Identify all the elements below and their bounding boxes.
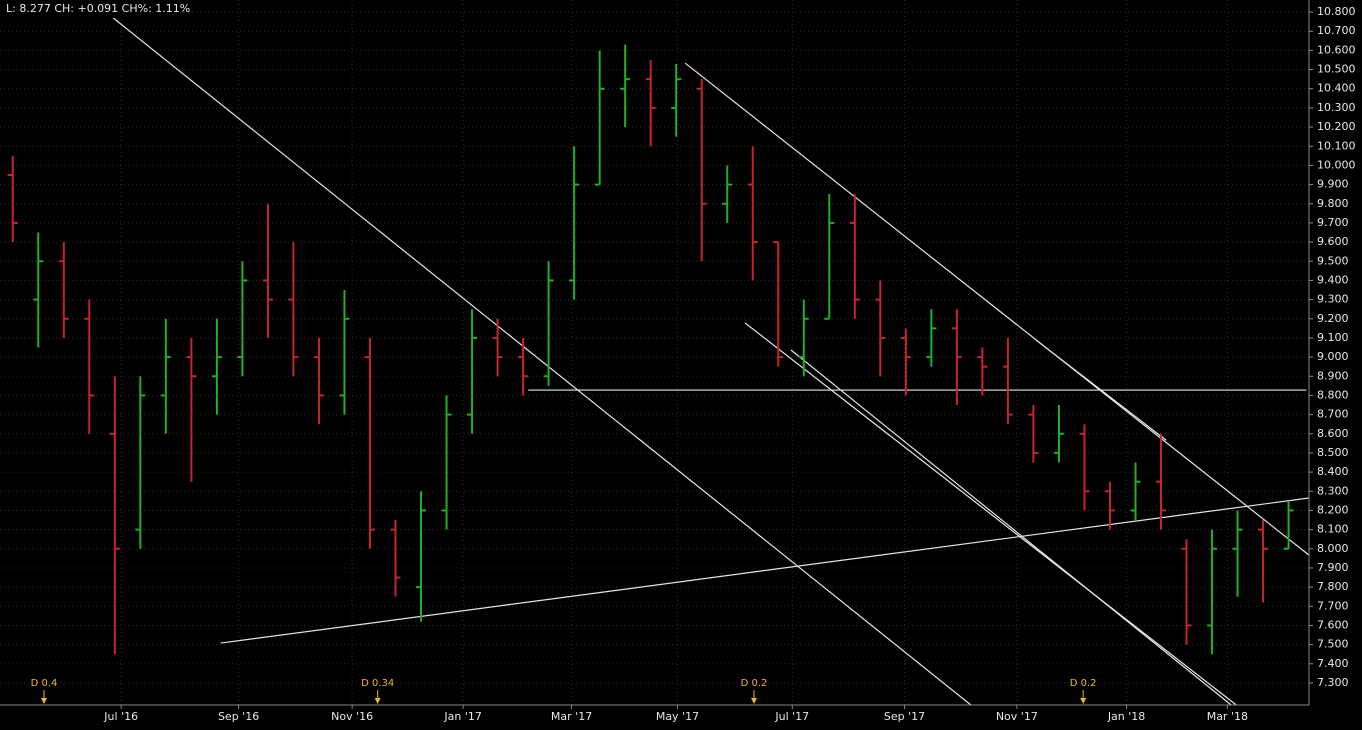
- y-tick-label: 9.600: [1317, 235, 1349, 248]
- event-label: D 0.34: [361, 678, 394, 689]
- x-tick-label: Sep '16: [218, 710, 259, 723]
- info-text: L: 8.277 CH: +0.091 CH%: 1.11%: [6, 2, 190, 15]
- y-tick-label: 10.800: [1317, 5, 1356, 18]
- y-tick-label: 8.500: [1317, 446, 1349, 459]
- trendline: [790, 349, 1232, 706]
- y-tick-label: 7.800: [1317, 580, 1349, 593]
- x-tick-label: Jul '17: [774, 710, 809, 723]
- trendline: [220, 497, 1310, 644]
- x-tick-label: Nov '16: [331, 710, 373, 723]
- y-tick-label: 10.400: [1317, 82, 1356, 95]
- y-tick-label: 9.300: [1317, 293, 1349, 306]
- y-tick-label: 7.300: [1317, 676, 1349, 689]
- y-tick-label: 9.900: [1317, 178, 1349, 191]
- x-tick-label: Jul '16: [103, 710, 138, 723]
- trendline: [684, 62, 1310, 556]
- y-tick-label: 9.800: [1317, 197, 1349, 210]
- y-tick-label: 7.400: [1317, 657, 1349, 670]
- y-tick-label: 10.500: [1317, 63, 1356, 76]
- y-tick-label: 8.900: [1317, 369, 1349, 382]
- y-tick-label: 9.100: [1317, 331, 1349, 344]
- info-box: [0, 0, 178, 18]
- y-tick-label: 8.600: [1317, 427, 1349, 440]
- y-tick-label: 8.300: [1317, 484, 1349, 497]
- x-tick-label: Jan '18: [1107, 710, 1145, 723]
- trendline: [744, 322, 1237, 706]
- y-tick-label: 10.200: [1317, 120, 1356, 133]
- y-tick-label: 8.800: [1317, 388, 1349, 401]
- y-tick-label: 10.600: [1317, 43, 1356, 56]
- event-arrow: [751, 698, 758, 704]
- grid: [0, 0, 1309, 705]
- event-arrow: [1080, 698, 1087, 704]
- event-label: D 0.4: [31, 678, 58, 689]
- x-tick-label: Mar '17: [551, 710, 592, 723]
- y-tick-label: 9.200: [1317, 312, 1349, 325]
- y-tick-label: 8.000: [1317, 542, 1349, 555]
- y-tick-label: 8.400: [1317, 465, 1349, 478]
- y-tick-label: 9.000: [1317, 350, 1349, 363]
- y-tick-label: 10.000: [1317, 158, 1356, 171]
- y-tick-label: 9.400: [1317, 273, 1349, 286]
- bars: [7, 44, 1294, 655]
- event-arrow: [374, 698, 381, 704]
- y-tick-label: 8.700: [1317, 408, 1349, 421]
- x-tick-label: Sep '17: [884, 710, 925, 723]
- event-arrow: [41, 698, 48, 704]
- y-tick-label: 7.900: [1317, 561, 1349, 574]
- trendline: [109, 14, 972, 706]
- x-tick-label: May '17: [656, 710, 699, 723]
- y-tick-label: 9.500: [1317, 254, 1349, 267]
- trendline: [1035, 339, 1167, 441]
- y-tick-label: 9.700: [1317, 216, 1349, 229]
- x-tick-label: Nov '17: [996, 710, 1038, 723]
- trendlines: [109, 14, 1310, 706]
- event-label: D 0.2: [741, 678, 768, 689]
- y-tick-label: 10.100: [1317, 139, 1356, 152]
- y-tick-label: 7.700: [1317, 599, 1349, 612]
- y-tick-label: 8.100: [1317, 523, 1349, 536]
- x-tick-label: Mar '18: [1207, 710, 1248, 723]
- y-tick-label: 7.600: [1317, 618, 1349, 631]
- y-tick-label: 7.500: [1317, 638, 1349, 651]
- y-tick-label: 10.700: [1317, 24, 1356, 37]
- event-label: D 0.2: [1070, 678, 1097, 689]
- y-tick-label: 8.200: [1317, 503, 1349, 516]
- y-tick-label: 10.300: [1317, 101, 1356, 114]
- x-tick-label: Jan '17: [443, 710, 481, 723]
